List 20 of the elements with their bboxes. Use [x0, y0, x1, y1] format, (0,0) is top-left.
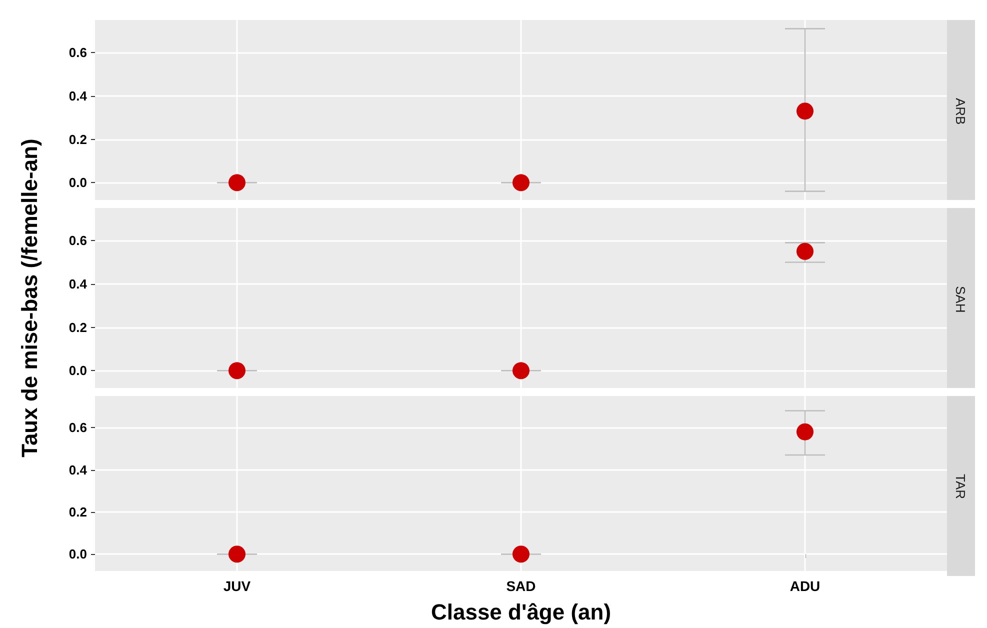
x-tick-label: JUV — [223, 578, 252, 594]
y-tick-label: 0.2 — [68, 504, 87, 520]
y-tick-label: 0.6 — [68, 420, 87, 436]
y-tick-label: 0.0 — [68, 546, 87, 562]
y-axis-title: Taux de mise-bas (/femelle-an) — [17, 138, 43, 458]
x-tick-label: SAD — [506, 578, 536, 594]
y-tick-label: 0.4 — [68, 276, 88, 292]
y-tick-label: 0.6 — [68, 233, 87, 248]
y-tick-label: 0.6 — [68, 45, 87, 60]
text: ARB — [953, 98, 968, 125]
text: SAH — [953, 286, 968, 313]
y-tick-label: 0.2 — [68, 132, 87, 147]
text: TAR — [953, 474, 968, 500]
y-tick-label: 0.0 — [68, 175, 87, 190]
x-axis-title: Classe d'âge (an) — [430, 600, 612, 624]
y-tick-label: 0.0 — [68, 363, 87, 378]
y-tick-label: 0.4 — [68, 462, 88, 478]
y-tick-label: 0.2 — [68, 320, 87, 335]
y-tick-label: 0.4 — [68, 88, 88, 104]
x-tick-label: ADU — [790, 578, 820, 594]
